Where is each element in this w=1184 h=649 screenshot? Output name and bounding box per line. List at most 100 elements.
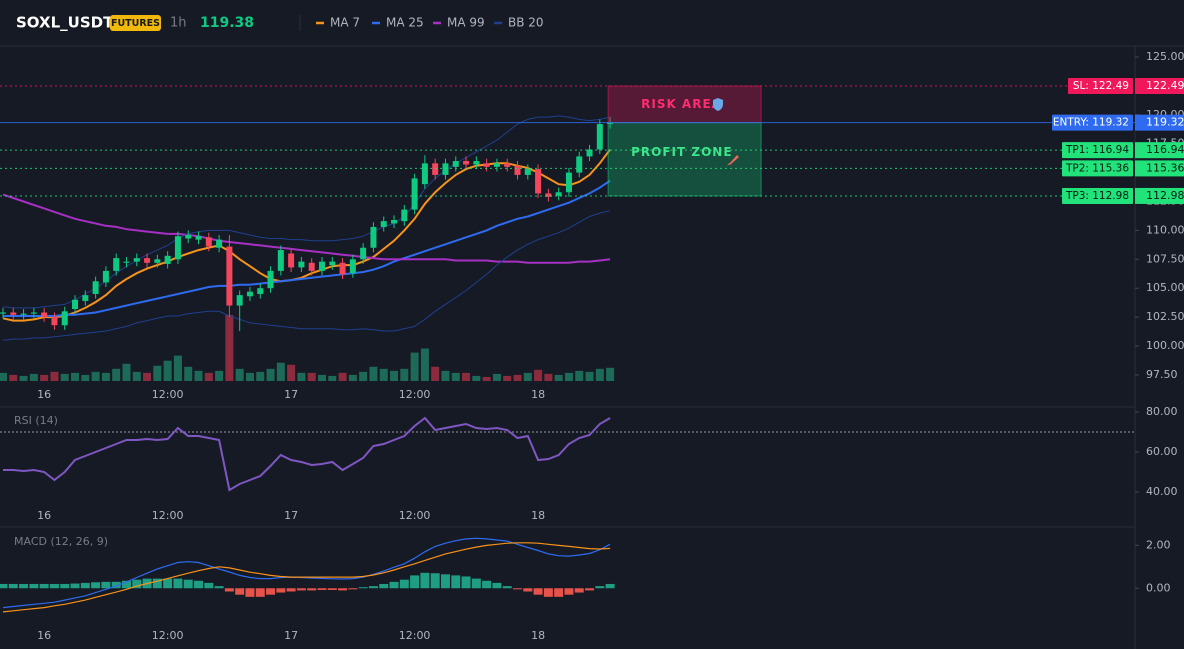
histogram-bar [605,583,615,589]
candle-body [442,163,449,175]
histogram-bar [399,579,409,589]
histogram-bar [379,583,389,589]
histogram-bar [348,588,358,590]
volume-bar [215,370,224,381]
volume-bar [400,368,409,381]
histogram-bar [29,583,39,589]
candle-body [133,258,140,262]
level-value: 122.49 [1146,79,1184,92]
candle-body [92,281,99,294]
level-label-bg [1062,187,1133,204]
candle-body [493,163,500,167]
histogram-bar [513,588,522,590]
histogram-bar [471,578,481,589]
level-value: 116.94 [1146,143,1184,156]
x-tick-label: 16 [37,509,51,522]
candle-body [421,163,428,185]
histogram-bar [440,574,450,589]
candle-body [339,262,346,275]
legend-label: MA 7 [330,16,360,30]
volume-bar [9,374,18,381]
y-tick-label: 100.00 [1146,339,1184,352]
volume-bar [564,372,573,381]
histogram-bar [420,572,430,589]
candle-body [555,192,562,196]
badge: FUTURES [111,18,160,29]
level-label: TP1: 116.94 [1065,144,1129,156]
volume-bar [71,372,80,381]
candle-body [236,295,243,306]
zone [607,85,762,124]
candle-body [185,235,192,239]
candle-body [391,219,398,224]
interval: 1h [170,16,187,31]
candle-body [380,221,387,227]
level-value-bg [1135,187,1184,204]
histogram-bar [296,588,306,591]
y-tick-label: 0.00 [1146,581,1171,594]
histogram-bar [276,588,286,593]
x-tick-label: 16 [37,629,51,642]
histogram-bar [543,588,553,597]
histogram-bar [111,581,121,589]
volume-bar [513,374,522,381]
candle-body [576,156,583,173]
candle-body [195,236,202,240]
candle-body [288,253,295,268]
candle-body [298,261,305,268]
volume-bar [451,372,460,381]
volume-bar [595,368,604,381]
histogram-bar [286,588,296,592]
candle-body [82,295,89,301]
volume-bar [276,362,285,381]
volume-bar [122,363,131,381]
candle-body [463,161,470,165]
volume-bar [19,375,28,381]
volume-bar [50,371,59,381]
legend-label: BB 20 [508,16,544,30]
level-value: 112.98 [1146,189,1184,202]
volume-bar [338,372,347,381]
histogram-bar [430,573,440,589]
symbol: SOXL_USDT [16,14,114,32]
y-tick-label: 107.50 [1146,252,1184,265]
indicator-line [3,179,611,317]
candle-body [370,226,377,248]
level-label: SL: 122.49 [1073,80,1129,92]
histogram-bar [39,583,49,589]
level-label: TP2: 115.36 [1065,162,1129,174]
volume-bar [297,372,306,381]
candle-body [0,312,6,314]
histogram-bar [101,581,111,589]
y-tick-label: 97.50 [1146,368,1178,381]
candle-body [535,169,542,194]
histogram-bar [173,578,183,589]
histogram-bar [214,586,224,589]
histogram-bar [482,580,492,589]
volume-bar [91,371,100,381]
histogram-bar [327,588,337,590]
level-label-bg [1068,78,1133,95]
histogram-bar [389,581,399,589]
candle-body [51,317,58,326]
y-tick-label: 102.50 [1146,310,1184,323]
y-tick-label: 80.00 [1146,405,1178,418]
candle-body [10,312,17,315]
y-tick-label: 60.00 [1146,445,1178,458]
candle-body [257,288,264,294]
volume-bar [307,372,316,381]
volume-bar [81,374,90,381]
histogram-bar [19,583,29,589]
x-tick-label: 17 [284,509,298,522]
level-value: 115.36 [1146,161,1184,174]
candle-body [360,247,367,260]
histogram-bar [492,582,502,589]
candle-body [144,258,151,263]
level-value-bg [1135,142,1184,159]
candle-body [61,311,68,326]
candle-body [277,250,284,271]
volume-bar [317,374,326,381]
candle-body [205,237,212,247]
y-tick-label: 125.00 [1146,50,1184,63]
